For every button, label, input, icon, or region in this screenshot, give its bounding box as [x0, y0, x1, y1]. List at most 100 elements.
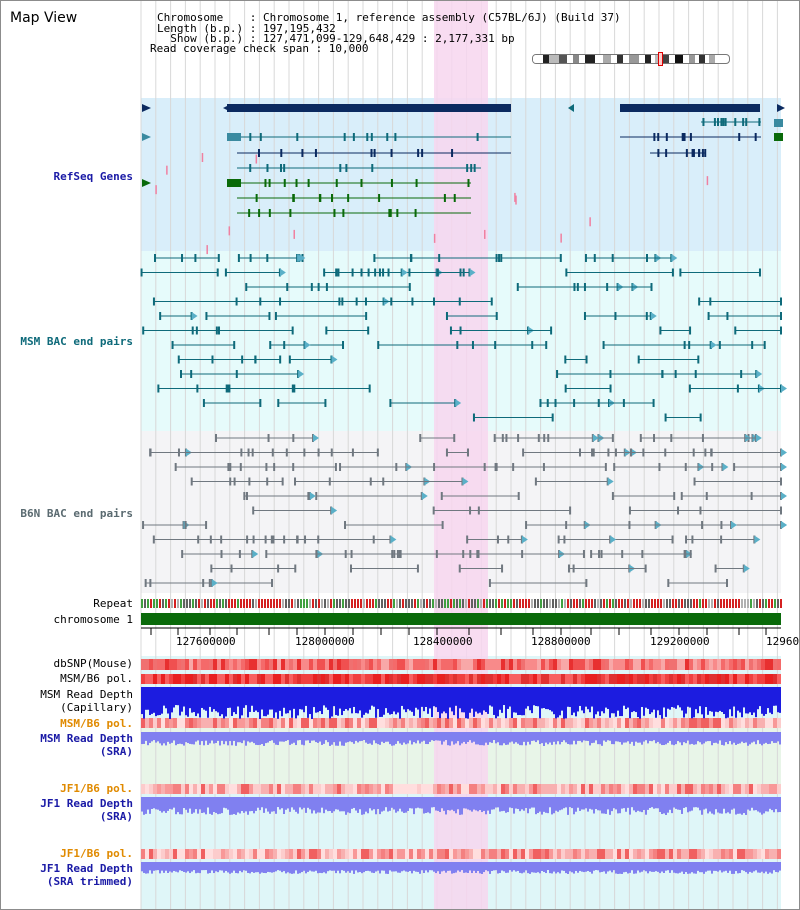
track-label-repeat: Repeat: [93, 597, 133, 610]
jf1-sra-depth: [221, 797, 223, 814]
repeat-feature: [306, 599, 308, 608]
jf1-pol-heat: [357, 784, 361, 794]
b6n-bac-pair-end: [277, 564, 280, 573]
gene-exon: [339, 164, 342, 172]
repeat-feature: [576, 599, 578, 608]
msm-sra-depth: [661, 732, 663, 746]
msm-capillary-depth: [637, 687, 639, 718]
jf1-trimmed-depth: [503, 862, 505, 872]
msm-pol2-heat: [289, 718, 293, 728]
msm-bac-pair-end: [780, 297, 782, 306]
msm-pol2-heat: [213, 718, 217, 728]
jf1-sra-depth: [713, 797, 715, 815]
jf1-trimmed-depth: [409, 862, 411, 872]
jf1-sra-depth: [391, 797, 393, 808]
dbsnp-heat: [221, 659, 225, 670]
jf1-sra-depth: [429, 797, 431, 814]
jf1-trimmed-depth: [729, 862, 731, 871]
msm-capillary-depth: [297, 687, 299, 716]
msm-pol-heat: [617, 674, 621, 684]
jf1-sra-depth: [389, 797, 391, 811]
jf1-sra-depth: [155, 797, 157, 810]
msm-pol-heat: [641, 674, 645, 684]
msm-pol2-heat: [573, 718, 577, 728]
dbsnp-heat: [421, 659, 425, 670]
msm-pol2-heat: [569, 718, 573, 728]
gene-exon: [745, 118, 748, 126]
jf1-trimmed-depth: [507, 862, 509, 873]
repeat-feature: [309, 599, 311, 608]
jf1-sra-depth: [525, 797, 527, 809]
msm-bac-pair-end: [637, 355, 640, 364]
jf1-pol2-heat: [461, 849, 465, 859]
jf1-trimmed-depth: [233, 862, 235, 871]
msm-pol2-heat: [445, 718, 449, 728]
msm-capillary-depth: [475, 687, 477, 712]
jf1-pol2-heat: [613, 849, 617, 859]
msm-sra-depth: [705, 732, 707, 742]
dbsnp-heat: [529, 659, 533, 670]
msm-pol2-heat: [561, 718, 565, 728]
msm-capillary-depth: [309, 687, 311, 715]
repeat-feature: [714, 599, 716, 608]
msm-sra-depth: [649, 732, 651, 741]
jf1-trimmed-depth: [479, 862, 481, 874]
msm-sra-depth: [759, 732, 761, 744]
jf1-sra-depth: [377, 797, 379, 810]
highlight-region: [434, 1, 488, 909]
msm-pol-heat: [161, 674, 165, 684]
repeat-feature: [489, 599, 491, 608]
b6n-bac-pair-end: [494, 463, 497, 471]
msm-bac-pair-end: [734, 326, 737, 335]
msm-pol2-heat: [229, 718, 233, 728]
jf1-sra-depth: [235, 797, 237, 815]
jf1-trimmed-depth: [401, 862, 403, 872]
jf1-trimmed-depth: [709, 862, 711, 871]
jf1-trimmed-depth: [475, 862, 477, 873]
jf1-pol-heat: [349, 784, 353, 794]
msm-pol-heat: [681, 674, 685, 684]
jf1-trimmed-depth: [711, 862, 713, 874]
jf1-sra-depth: [549, 797, 551, 808]
msm-pol2-heat: [701, 718, 705, 728]
msm-pol2-heat: [509, 718, 513, 728]
repeat-feature: [498, 599, 500, 608]
b6n-bac-pair-arrow: [462, 477, 469, 486]
jf1-trimmed-depth: [619, 862, 621, 874]
jf1-sra-depth: [531, 797, 533, 808]
msm-bac-pair-end: [622, 399, 625, 407]
msm-sra-depth: [777, 732, 779, 742]
jf1-sra-depth: [569, 797, 571, 808]
jf1-trimmed-depth: [485, 862, 487, 871]
msm-sra-depth: [495, 732, 497, 744]
jf1-sra-depth: [365, 797, 367, 812]
msm-capillary-depth: [329, 687, 331, 719]
dbsnp-heat: [253, 659, 257, 670]
gene-bar: [620, 104, 760, 112]
msm-capillary-depth: [437, 687, 439, 712]
jf1-pol2-heat: [489, 849, 493, 859]
repeat-feature: [450, 599, 452, 608]
msm-capillary-depth: [521, 687, 523, 716]
msm-capillary-depth: [421, 687, 423, 707]
chromosome-ideogram[interactable]: [532, 54, 730, 64]
msm-bac-pair-arrow: [331, 355, 338, 364]
msm-pol-heat: [177, 674, 181, 684]
msm-pol2-heat: [417, 718, 421, 728]
msm-bac-pair-end: [194, 254, 197, 262]
jf1-pol-heat: [209, 784, 213, 794]
msm-capillary-depth: [283, 687, 285, 708]
gene-exon: [467, 179, 470, 187]
msm-pol2-heat: [477, 718, 481, 728]
repeat-feature: [177, 599, 179, 608]
jf1-trimmed-depth: [725, 862, 727, 871]
jf1-pol-heat: [217, 784, 221, 794]
jf1-trimmed-depth: [389, 862, 391, 871]
msm-sra-depth: [277, 732, 279, 746]
msm-pol-heat: [537, 674, 541, 684]
b6n-bac-pair-end: [351, 448, 354, 457]
jf1-pol2-heat: [257, 849, 261, 859]
jf1-pol-heat: [581, 784, 585, 794]
jf1-pol-heat: [145, 784, 149, 794]
